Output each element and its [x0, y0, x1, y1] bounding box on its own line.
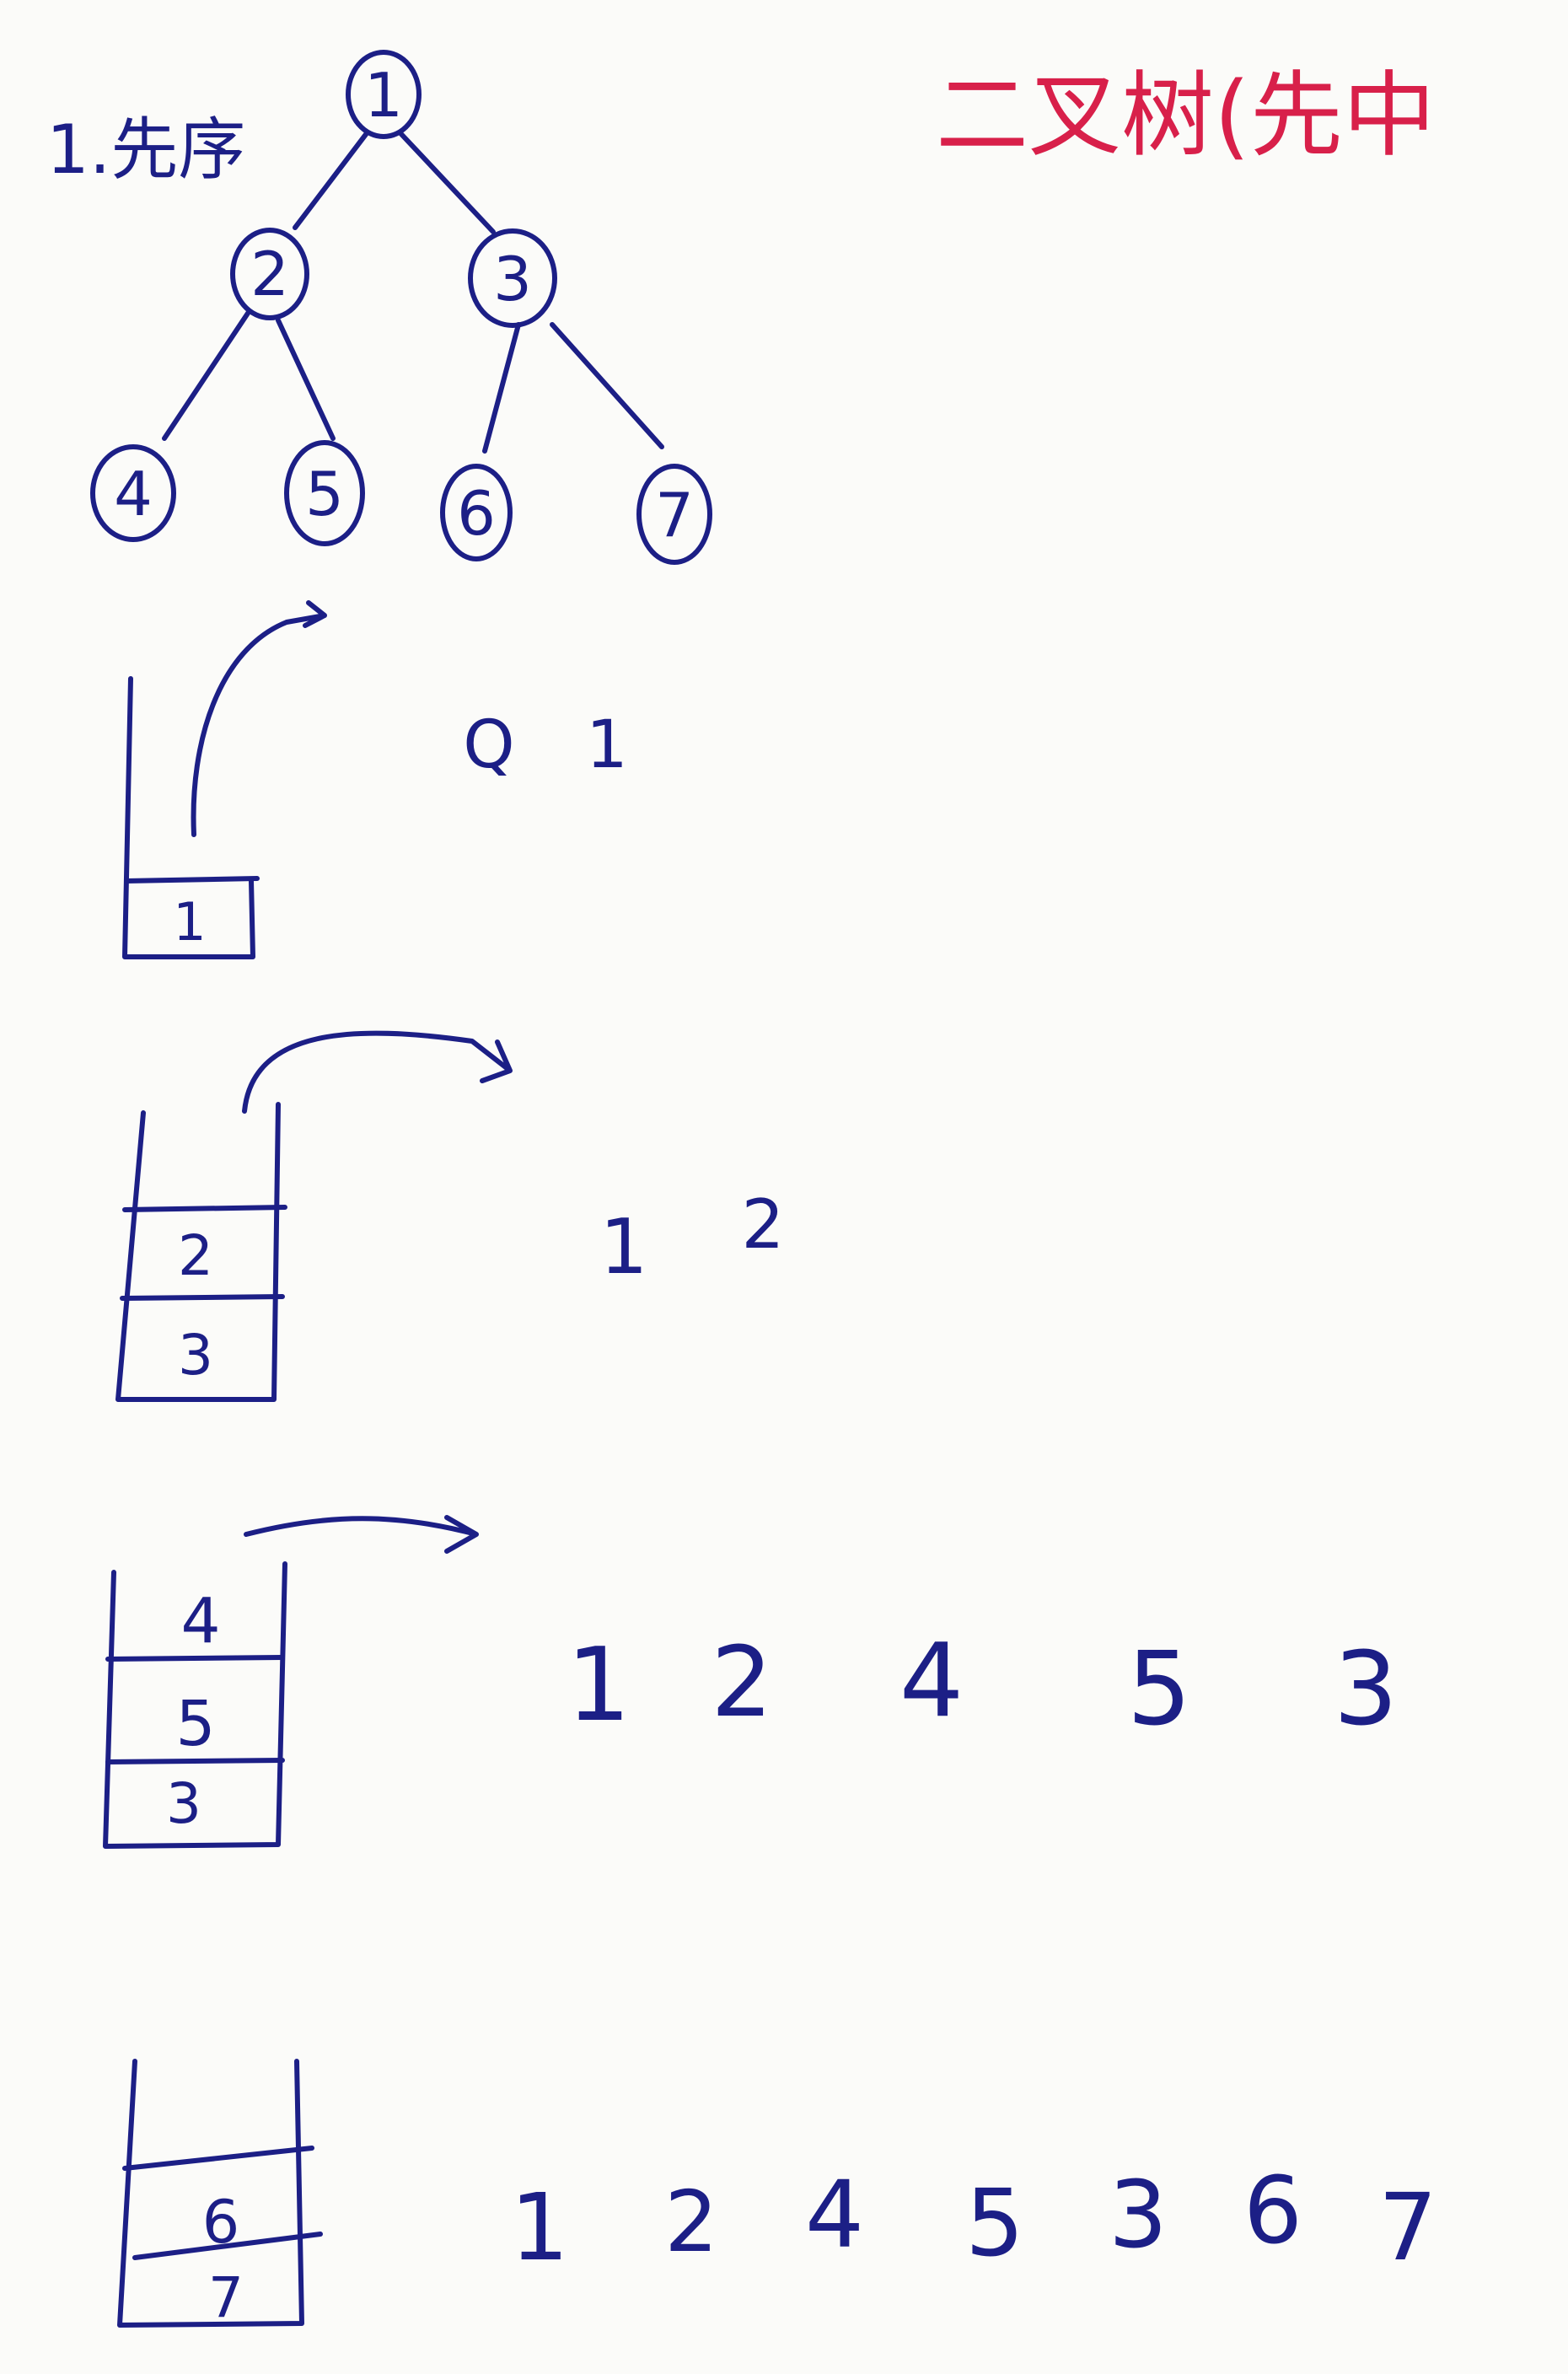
edge-2-4 [162, 309, 251, 441]
node-label: 2 [250, 239, 289, 309]
output-item: 1 [567, 1627, 631, 1744]
output-item: 1 [586, 707, 628, 783]
pop-arrow [191, 600, 327, 837]
tree-node-4: 4 [90, 444, 176, 542]
stack-cell: 4 [180, 1585, 220, 1657]
node-label: 3 [493, 244, 532, 314]
output-item: 1 [599, 1203, 647, 1292]
pop-arrow [244, 1515, 479, 1554]
pop-arrow [242, 1030, 513, 1114]
output-sequence-2: 1 2 [599, 1185, 784, 1292]
page-title: 二叉树(先中 [936, 62, 1436, 169]
node-label: 1 [364, 60, 403, 131]
edge-3-6 [482, 322, 521, 454]
output-item: 1 [510, 2173, 569, 2281]
stack-4: 6 7 [117, 2059, 323, 2330]
output-item: 2 [742, 1185, 785, 1264]
binary-tree: 1 2 3 4 5 6 7 [90, 50, 712, 565]
step-1: 1 Q 1 [122, 600, 628, 959]
tree-node-2: 2 [230, 228, 309, 320]
step-2: 2 3 1 2 [115, 1030, 784, 1402]
stack-3: 4 5 3 [103, 1561, 287, 1849]
tree-node-7: 7 [636, 464, 712, 565]
output-item: 3 [1334, 1631, 1398, 1748]
output-sequence-4: 1 2 4 5 3 6 7 [510, 2156, 1437, 2281]
stack-2: 2 3 [115, 1102, 287, 1402]
stack-cell: 7 [208, 2265, 244, 2330]
edge-1-3 [398, 131, 496, 234]
tree-edges [162, 131, 664, 454]
output-sequence-3: 1 2 4 5 3 [567, 1623, 1398, 1748]
stack-cell: 2 [178, 1223, 213, 1288]
output-item: 6 [1243, 2156, 1302, 2264]
node-label: 6 [457, 478, 496, 549]
output-item: 2 [664, 2173, 718, 2271]
tree-node-5: 5 [284, 440, 365, 546]
edge-1-2 [293, 131, 369, 230]
node-label: 5 [305, 459, 344, 529]
output-item: 7 [1378, 2173, 1437, 2281]
stack-cell: 3 [178, 1323, 213, 1388]
output-item: 4 [805, 2161, 864, 2269]
tree-node-6: 6 [440, 464, 513, 561]
tree-node-1: 1 [346, 50, 422, 139]
stack-cell: 6 [202, 2188, 240, 2257]
edge-2-5 [276, 318, 336, 441]
output-item: 2 [711, 1626, 772, 1739]
step-3: 4 5 3 1 2 4 5 3 [103, 1515, 1398, 1849]
output-item: Q [463, 707, 514, 783]
stack-cell: 1 [173, 891, 206, 953]
edge-3-7 [550, 322, 664, 449]
output-item: 4 [899, 1623, 964, 1740]
node-label: 7 [655, 480, 694, 551]
output-sequence-1: Q 1 [463, 707, 628, 783]
section-label: 1.先序 [46, 110, 245, 189]
stack-cell: 5 [175, 1688, 215, 1760]
tree-node-3: 3 [468, 228, 557, 328]
step-4: 6 7 1 2 4 5 3 6 7 [117, 2059, 1437, 2330]
output-item: 5 [1127, 1631, 1191, 1748]
stack-1: 1 [122, 676, 260, 959]
stack-cell: 3 [166, 1771, 201, 1836]
node-label: 4 [114, 459, 153, 529]
output-item: 3 [1109, 2161, 1168, 2269]
output-item: 5 [965, 2169, 1024, 2277]
